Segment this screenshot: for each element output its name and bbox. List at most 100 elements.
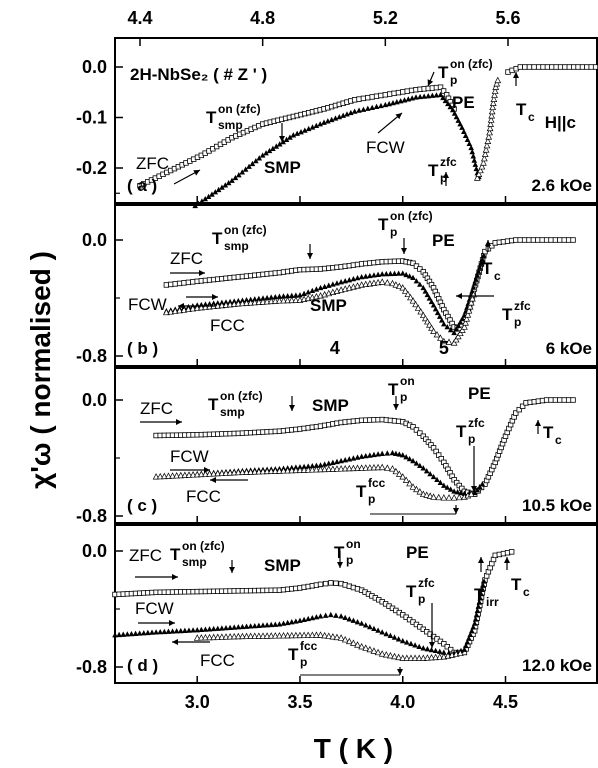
marker-b-fcw: [410, 274, 416, 280]
marker-b-fcc: [440, 337, 448, 345]
marker-c-fcw: [420, 465, 427, 471]
marker-b-zfc: [565, 237, 572, 243]
arrow-c-tpzfc-head: [471, 486, 477, 492]
marker-c-fcc: [304, 466, 312, 473]
marker-d-fcw: [371, 625, 377, 632]
marker-a-normal-state: [531, 64, 537, 70]
arrow-c-tsmp-head: [289, 405, 295, 411]
marker-a-pe: [491, 87, 499, 94]
marker-c-fcw: [458, 489, 464, 496]
marker-b-fcw: [441, 321, 447, 327]
marker-b-fcc: [255, 298, 263, 305]
marker-a-fcw: [276, 141, 283, 147]
marker-c-zfc: [570, 397, 576, 403]
marker-a-fcw: [469, 149, 476, 155]
marker-c-fcw: [317, 462, 324, 468]
marker-a-fcw: [348, 109, 354, 116]
marker-b-fcc: [407, 293, 414, 301]
marker-a-pe: [489, 99, 497, 107]
marker-a-pe: [478, 162, 486, 170]
arrow-a-tpzfc-head: [443, 172, 449, 178]
marker-c-fcc: [333, 465, 341, 472]
marker-d-fcc: [251, 632, 259, 639]
marker-a-zfc: [440, 88, 447, 94]
marker-d-fcc: [317, 631, 324, 638]
marker-c-fcw: [434, 476, 440, 483]
marker-d-fcc: [341, 635, 349, 643]
marker-d-fcw: [350, 617, 357, 623]
ann-b-pe: PE: [432, 231, 455, 250]
marker-d-fcw: [260, 622, 266, 628]
marker-c-fcw: [451, 488, 457, 494]
ann-a-tpzfc: T: [428, 161, 439, 180]
arrow-d-tpfcc-head: [397, 669, 403, 675]
marker-b-fcw: [399, 270, 406, 276]
marker-c-fcc: [325, 465, 333, 472]
ann-d-tpfcc-sup: fcc: [300, 639, 318, 653]
ann-d-tpzfc-sub: p: [418, 592, 425, 606]
marker-c-fcc: [358, 464, 366, 471]
ytick-label-a: -0.2: [76, 158, 107, 178]
marker-a-fcw: [340, 112, 346, 118]
marker-c-fcc: [378, 463, 386, 471]
marker-d-fcc: [456, 649, 464, 657]
marker-c-fcc: [251, 468, 259, 475]
marker-d-fcw: [223, 624, 229, 631]
marker-c-fcc: [202, 470, 209, 477]
marker-c-fcw: [410, 457, 416, 464]
marker-d-fcw: [190, 627, 196, 633]
marker-d-fcw: [383, 630, 390, 637]
ann-a-zfc: ZFC: [136, 154, 169, 173]
marker-a-normal-state: [535, 64, 542, 70]
marker-a-pe: [491, 91, 498, 98]
marker-d-fcc: [226, 633, 234, 640]
marker-b-zfc: [163, 282, 170, 288]
ann-d-tpon-sup: on: [346, 537, 361, 551]
marker-b-fcw: [334, 280, 340, 286]
marker-b-fcc: [243, 299, 250, 306]
marker-b-fcw: [417, 281, 423, 287]
marker-c-fcw: [321, 461, 328, 467]
ann-a-tsmp-sub: smp: [218, 118, 243, 132]
marker-c-fcc: [292, 466, 300, 474]
marker-b-fcw: [358, 273, 365, 280]
marker-c-fcc: [193, 470, 201, 478]
marker-a-pe: [480, 159, 487, 166]
marker-d-fcw: [475, 603, 482, 609]
arrow-c-fcw-head: [204, 467, 210, 473]
marker-b-fcw: [474, 272, 481, 278]
marker-d-fcc: [350, 639, 357, 646]
marker-b-fcw: [438, 317, 445, 323]
arrow-b-tsmp-head: [307, 253, 313, 259]
marker-d-fcw: [478, 590, 485, 597]
marker-b-zfc: [535, 237, 541, 243]
marker-b-zfc: [530, 237, 537, 243]
marker-c-fcw: [471, 489, 478, 496]
marker-d-fcc: [210, 633, 218, 641]
marker-d-fcw: [153, 629, 159, 635]
marker-b-fcw: [434, 309, 441, 316]
top-xtick-label: 5.2: [373, 8, 398, 28]
marker-d-fcw: [441, 649, 447, 655]
marker-d-fcc: [436, 653, 444, 660]
marker-c-fcw: [354, 454, 361, 460]
panel-label-b: ( b ): [127, 339, 158, 358]
marker-a-fcw: [199, 198, 205, 204]
marker-d-fcw: [333, 612, 339, 618]
marker-d-fcw: [276, 621, 283, 627]
marker-a-pe: [493, 80, 501, 87]
ytick-label-a: -0.1: [76, 108, 107, 128]
marker-a-zfc: [365, 94, 371, 101]
marker-c-fcw: [413, 460, 420, 466]
ann-c-tc: T: [543, 423, 554, 442]
ann-b-tc-sub: c: [494, 269, 501, 283]
marker-b-fcc: [395, 282, 403, 290]
marker-d-fcw: [338, 613, 344, 619]
marker-b-fcc: [469, 295, 476, 302]
marker-a-pe: [494, 76, 502, 84]
arrow-b-tpon-head: [401, 248, 407, 254]
marker-a-zfc: [360, 95, 367, 102]
ytick-label-d: -0.8: [76, 657, 107, 677]
top-xtick-label: 4.8: [250, 8, 275, 28]
field-label-a: 2.6 kOe: [532, 176, 593, 195]
